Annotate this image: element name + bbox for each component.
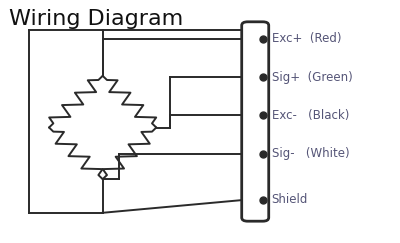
Text: Wiring Diagram: Wiring Diagram [9, 9, 184, 29]
Text: Exc-   (Black): Exc- (Black) [272, 109, 349, 122]
Text: Sig-   (White): Sig- (White) [272, 148, 349, 160]
FancyBboxPatch shape [242, 22, 269, 221]
Text: Sig+  (Green): Sig+ (Green) [272, 70, 352, 84]
Text: Exc+  (Red): Exc+ (Red) [272, 32, 341, 45]
Text: Shield: Shield [272, 193, 308, 206]
